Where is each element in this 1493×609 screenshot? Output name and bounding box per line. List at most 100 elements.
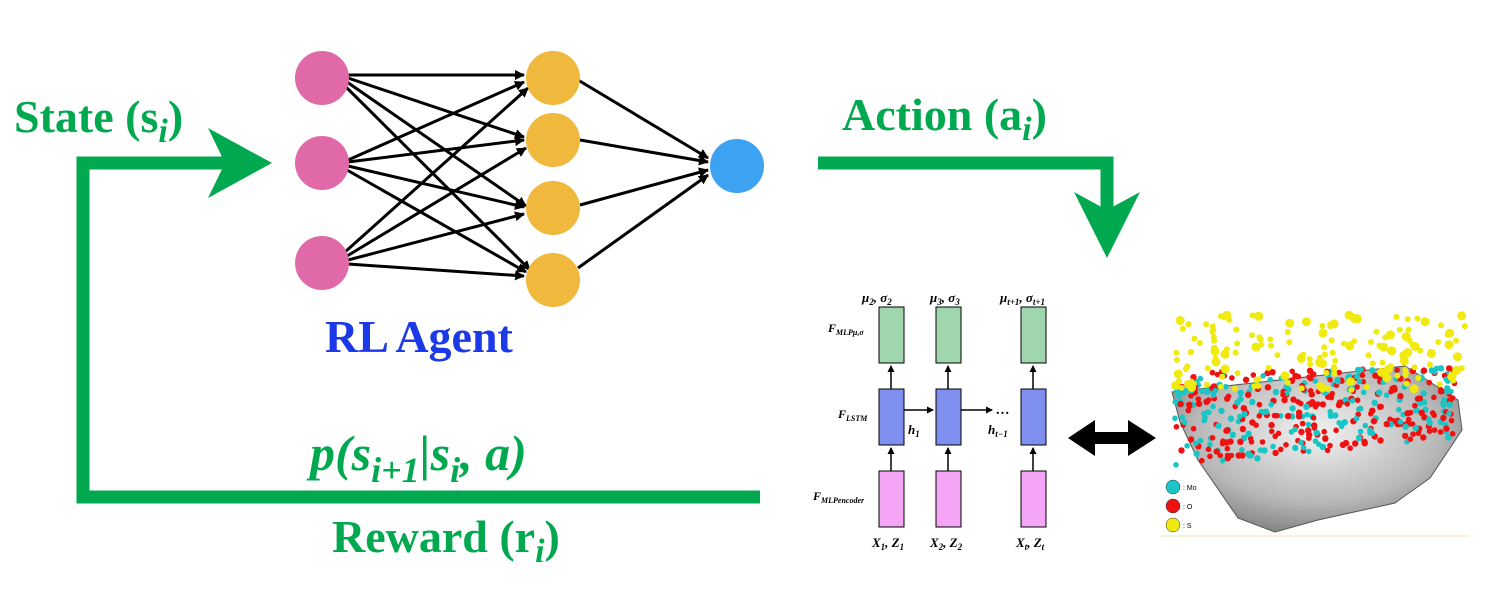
- atom: [1249, 312, 1256, 319]
- lstm-ellipsis: …: [996, 403, 1010, 418]
- atom: [1304, 411, 1310, 418]
- atom: [1405, 326, 1412, 333]
- atom: [1321, 428, 1327, 435]
- atom: [1254, 455, 1261, 462]
- molecular-simulation: [1160, 310, 1470, 537]
- row-label-mlp-bottom: FMLPencoder: [812, 489, 865, 505]
- atom: [1250, 372, 1257, 378]
- atom: [1358, 366, 1364, 373]
- atom: [1349, 398, 1356, 404]
- atom: [1210, 392, 1217, 398]
- atom: [1245, 450, 1252, 458]
- atom: [1284, 379, 1291, 386]
- atom: [1272, 388, 1280, 396]
- atom: [1267, 336, 1274, 343]
- atom: [1306, 356, 1313, 362]
- atom: [1309, 399, 1316, 406]
- atom: [1327, 442, 1333, 449]
- atom: [1258, 341, 1265, 348]
- atom: [1240, 405, 1248, 412]
- atom: [1298, 385, 1305, 392]
- atom: [1234, 370, 1241, 377]
- atom: [1415, 430, 1422, 437]
- atom: [1329, 349, 1336, 356]
- atom: [1298, 439, 1304, 446]
- atom: [1227, 438, 1234, 445]
- atom: [1232, 349, 1239, 356]
- atom: [1315, 401, 1321, 407]
- atom: [1278, 446, 1284, 453]
- atom: [1179, 325, 1186, 332]
- atom: [1394, 372, 1401, 379]
- atom: [1444, 340, 1454, 350]
- atom: [1362, 422, 1369, 429]
- atom: [1307, 361, 1314, 368]
- atom: [1289, 405, 1296, 412]
- atom: [1199, 388, 1205, 395]
- input-node: [295, 51, 349, 105]
- atom: [1440, 414, 1447, 422]
- atom: [1205, 397, 1212, 403]
- atom: [1354, 384, 1360, 390]
- hidden-label-2: ht−1: [988, 422, 1008, 439]
- atom: [1389, 385, 1396, 392]
- atom: [1352, 440, 1359, 447]
- atom: [1215, 422, 1222, 430]
- atom: [1355, 411, 1361, 418]
- feedback-loop: [76, 128, 1140, 504]
- atom: [1402, 372, 1409, 379]
- atom: [1387, 416, 1393, 423]
- atom: [1312, 438, 1319, 444]
- atom: [1256, 401, 1263, 408]
- input-label-1: X1, Z1: [871, 535, 904, 552]
- output-node: [710, 139, 764, 193]
- atom: [1383, 420, 1391, 428]
- hidden-node: [526, 181, 580, 235]
- atom: [1324, 447, 1331, 454]
- atom: [1280, 371, 1290, 381]
- atom: [1210, 327, 1217, 333]
- atom: [1437, 429, 1444, 435]
- atom: [1179, 414, 1186, 421]
- atom: [1231, 385, 1238, 392]
- atom: [1417, 347, 1424, 354]
- atom: [1410, 431, 1416, 437]
- atom: [1210, 346, 1220, 356]
- atom: [1393, 313, 1400, 320]
- atom: [1268, 342, 1274, 349]
- atom: [1251, 342, 1261, 352]
- atom: [1373, 328, 1380, 335]
- atom: [1305, 421, 1312, 428]
- atom: [1357, 406, 1364, 412]
- atom: [1229, 431, 1236, 438]
- atom: [1298, 400, 1304, 407]
- atom: [1173, 462, 1179, 468]
- atom: [1344, 401, 1351, 407]
- atom: [1369, 360, 1376, 367]
- atom: [1327, 408, 1333, 415]
- mlp-top-block: [878, 306, 905, 364]
- atom: [1182, 366, 1189, 372]
- atom: [1341, 419, 1349, 426]
- atom: [1274, 352, 1281, 359]
- atom: [1426, 428, 1433, 435]
- atom: [1241, 410, 1248, 418]
- atom: [1371, 399, 1378, 407]
- atom: [1402, 366, 1409, 373]
- hidden-label-1: h1: [908, 422, 920, 439]
- atom: [1197, 375, 1204, 382]
- atom: [1237, 396, 1244, 403]
- atom: [1178, 447, 1185, 454]
- atom: [1372, 372, 1379, 379]
- atom: [1251, 383, 1258, 390]
- atom: [1265, 364, 1272, 371]
- atom: [1426, 349, 1436, 358]
- atom: [1188, 393, 1194, 399]
- atom: [1288, 429, 1295, 435]
- row-label-mlp-top: FMLPμ,σ: [827, 321, 864, 337]
- atom: [1172, 415, 1178, 422]
- atom: [1397, 419, 1404, 425]
- atom: [1268, 401, 1274, 408]
- atom: [1448, 417, 1455, 424]
- atom: [1203, 321, 1210, 328]
